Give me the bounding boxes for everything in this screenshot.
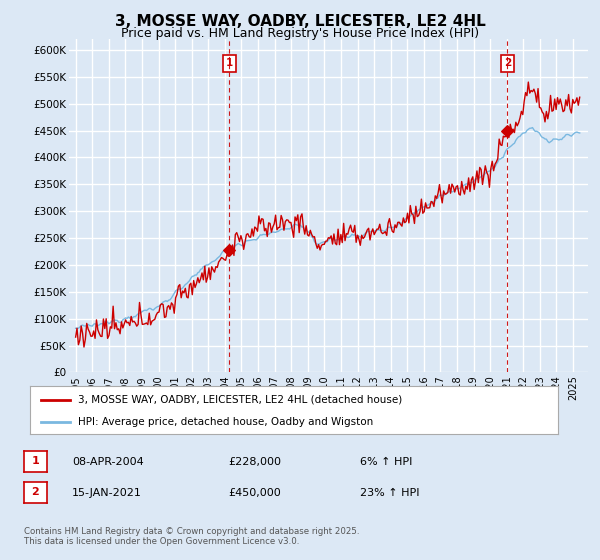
Text: 2: 2 <box>504 58 511 68</box>
Text: 08-APR-2004: 08-APR-2004 <box>72 457 144 467</box>
Point <box>503 126 512 135</box>
Text: Contains HM Land Registry data © Crown copyright and database right 2025.
This d: Contains HM Land Registry data © Crown c… <box>24 526 359 546</box>
Text: 23% ↑ HPI: 23% ↑ HPI <box>360 488 419 498</box>
Text: Price paid vs. HM Land Registry's House Price Index (HPI): Price paid vs. HM Land Registry's House … <box>121 27 479 40</box>
Text: 1: 1 <box>226 58 233 68</box>
Text: 3, MOSSE WAY, OADBY, LEICESTER, LE2 4HL (detached house): 3, MOSSE WAY, OADBY, LEICESTER, LE2 4HL … <box>77 395 402 405</box>
Text: 3, MOSSE WAY, OADBY, LEICESTER, LE2 4HL: 3, MOSSE WAY, OADBY, LEICESTER, LE2 4HL <box>115 14 485 29</box>
Text: HPI: Average price, detached house, Oadby and Wigston: HPI: Average price, detached house, Oadb… <box>77 417 373 427</box>
Text: 15-JAN-2021: 15-JAN-2021 <box>72 488 142 498</box>
Text: £450,000: £450,000 <box>228 488 281 498</box>
Text: £228,000: £228,000 <box>228 457 281 467</box>
Point <box>224 245 234 254</box>
Text: 6% ↑ HPI: 6% ↑ HPI <box>360 457 412 467</box>
Text: 1: 1 <box>32 456 39 466</box>
Text: 2: 2 <box>32 487 39 497</box>
